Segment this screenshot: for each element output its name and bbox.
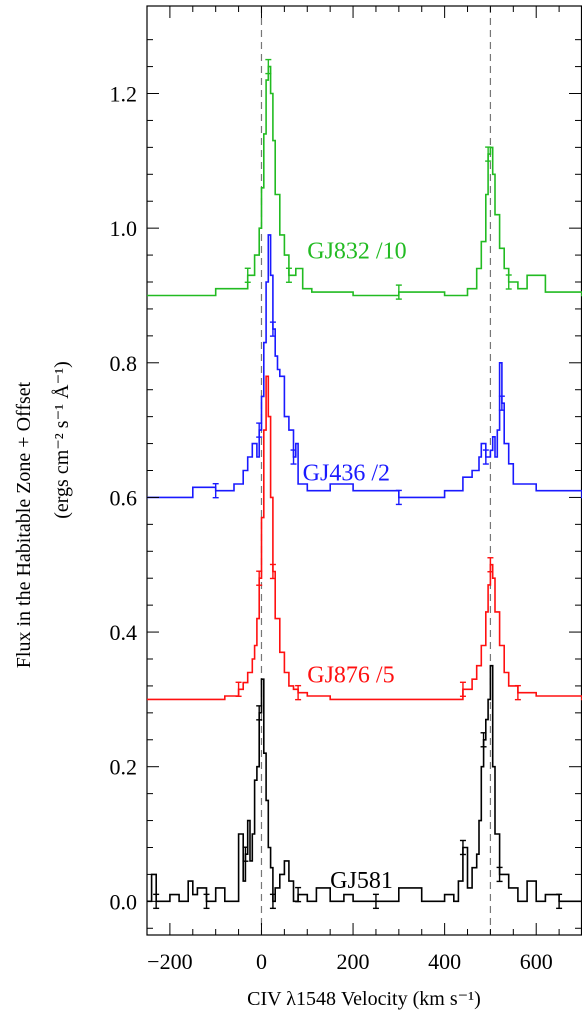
series-layer	[147, 58, 582, 910]
y-tick-label: 1.0	[110, 216, 138, 241]
reference-lines	[260, 6, 492, 935]
x-tick-label: −200	[147, 949, 192, 974]
y-tick-label: 1.2	[110, 82, 138, 107]
ticks-layer: −200 0 200 400 600 0.0 0.2 0.4 0.6 0.8 1.0 1.2	[110, 6, 582, 974]
series-line-gj581	[147, 664, 582, 903]
y-tick-label: 0.6	[110, 485, 138, 510]
y-axis-title-line2: (ergs cm⁻² s⁻¹ Å⁻¹)	[51, 361, 73, 519]
series-line-gj83210	[147, 65, 582, 297]
labels-layer: GJ832 /10 GJ436 /2 GJ876 /5 GJ581	[303, 238, 407, 893]
x-tick-label: 600	[520, 949, 553, 974]
y-axis-title-line1: Flux in the Habitable Zone + Offset	[13, 381, 35, 668]
x-tick-label: 400	[428, 949, 461, 974]
y-tick-label: 0.8	[110, 351, 138, 376]
x-axis-title: CIV λ1548 Velocity (km s⁻¹)	[247, 988, 481, 1010]
series-label: GJ876 /5	[307, 663, 394, 689]
x-tick-label: 200	[337, 949, 370, 974]
series-line-gj8765	[147, 375, 582, 701]
y-tick-label: 0.4	[110, 620, 138, 645]
series-line-gj4362	[147, 234, 582, 499]
series-label: GJ581	[330, 868, 393, 894]
series-label: GJ832 /10	[307, 238, 406, 264]
series-label: GJ436 /2	[303, 461, 390, 487]
y-tick-label: 0.0	[110, 889, 138, 914]
x-tick-label: 0	[256, 949, 267, 974]
y-tick-label: 0.2	[110, 755, 138, 780]
